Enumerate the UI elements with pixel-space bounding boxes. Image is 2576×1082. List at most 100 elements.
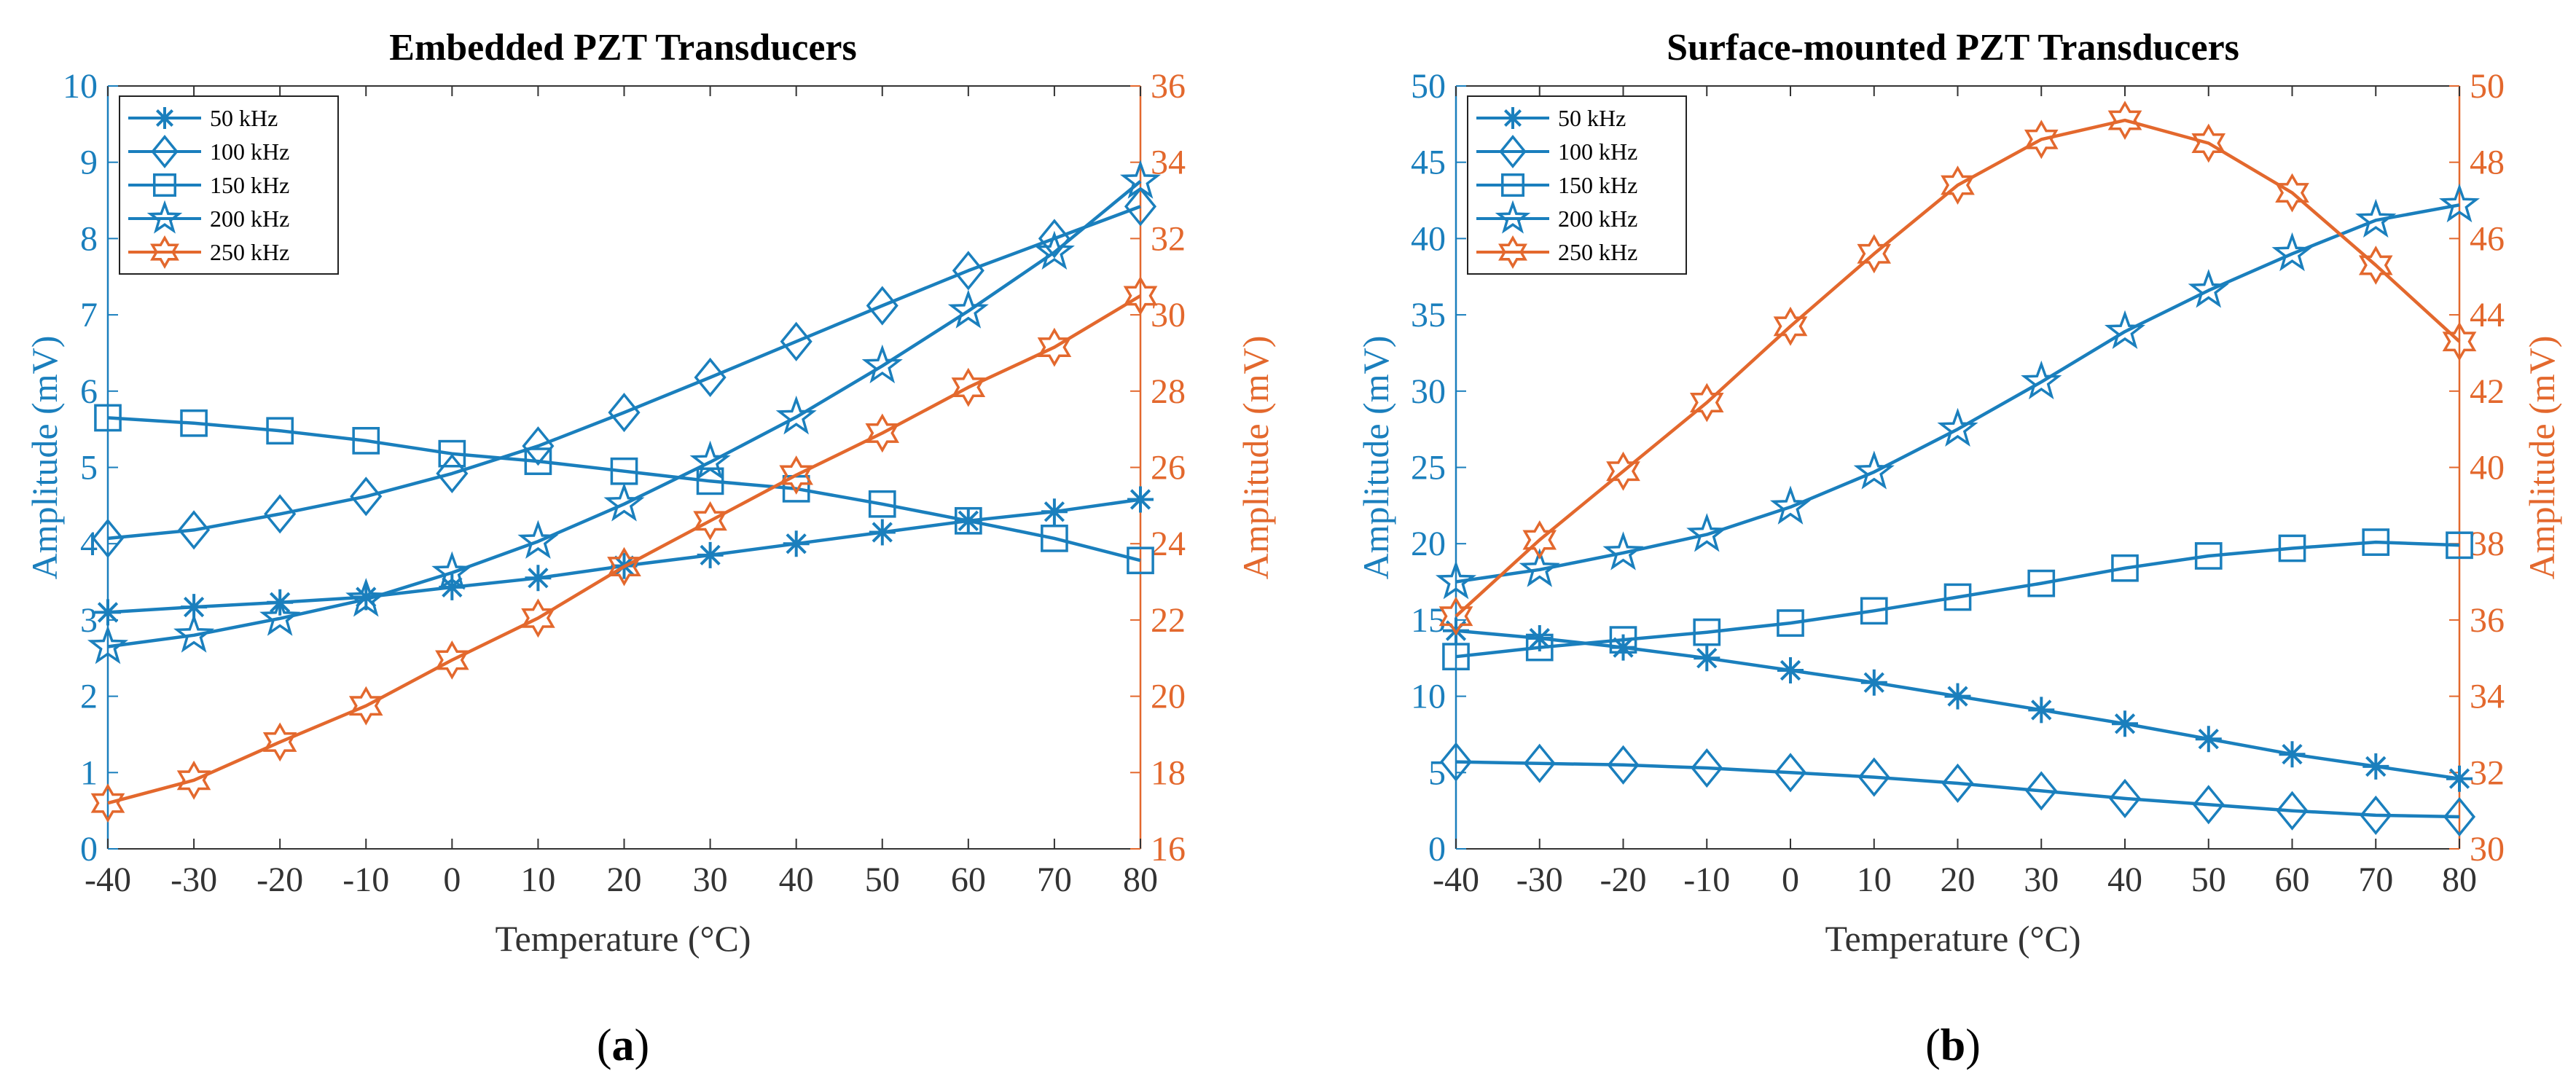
series-250-khz [1438, 101, 2477, 636]
marker-star [1033, 230, 1075, 270]
marker-star [259, 597, 301, 636]
y-tick-label-right: 34 [2470, 678, 2505, 716]
marker-star [1495, 200, 1531, 234]
x-tick-label: 0 [443, 860, 461, 899]
marker-square [524, 447, 552, 475]
marker-hexagram [1857, 234, 1892, 274]
x-tick-label: -10 [1683, 860, 1730, 899]
marker-diamond [780, 321, 813, 361]
marker-diamond [1499, 134, 1527, 169]
plot-area: -40 -30 -20 -10 0 10 20 30 40 50 60 70 8001234567891… [63, 67, 1186, 899]
marker-star [146, 200, 183, 234]
series-100-khz [91, 187, 1157, 558]
marker-star [603, 482, 645, 522]
marker-asterisk-lines [95, 599, 121, 626]
y-tick-label-left: 40 [1411, 219, 1446, 258]
marker-hexagram [1037, 327, 1072, 367]
x-tick-label: 50 [865, 860, 900, 899]
y-tick-label-right: 18 [1151, 753, 1186, 792]
y-tick-label-right: 48 [2470, 144, 2505, 182]
marker-star [2271, 232, 2313, 272]
marker-asterisk [2195, 726, 2222, 753]
marker-diamond [1774, 753, 1807, 793]
marker-star [1519, 548, 1560, 587]
marker-asterisk [2446, 765, 2473, 792]
marker-asterisk [1860, 669, 1887, 696]
chart-title: Surface-mounted PZT Transducers [1667, 27, 2239, 68]
marker-square [2278, 534, 2306, 562]
legend-label: 100 kHz [1558, 138, 1637, 165]
x-tick-label: 30 [2024, 860, 2059, 899]
marker-asterisk [1127, 486, 1154, 513]
y-tick-label-left: 50 [1411, 67, 1446, 106]
marker-hexagram [951, 367, 986, 407]
x-tick-label: 80 [1123, 860, 1158, 899]
marker-square [1777, 609, 1804, 637]
marker-star [689, 440, 731, 479]
marker-star [2104, 310, 2146, 350]
legend-label: 150 kHz [210, 172, 289, 198]
marker-asterisk-lines [181, 594, 208, 621]
series-line [107, 180, 1142, 648]
x-tick-label: 70 [1037, 860, 1072, 899]
marker-star [1769, 485, 1812, 525]
series-line [1455, 540, 2460, 659]
marker-asterisk [869, 519, 896, 546]
marker-square [954, 506, 982, 535]
x-tick-label: -10 [342, 860, 389, 899]
marker-diamond [1691, 748, 1723, 788]
x-tick-label: 80 [2442, 860, 2477, 899]
y-tick-label-right: 22 [1151, 601, 1186, 640]
x-tick-label: 40 [779, 860, 814, 899]
marker-star [1686, 513, 1728, 552]
marker-star [1435, 560, 1477, 600]
marker-hexagram [1498, 235, 1527, 270]
legend-label: 150 kHz [1558, 172, 1637, 198]
marker-diamond [2276, 791, 2309, 831]
x-tick-label: -30 [171, 860, 217, 899]
y-axis-label-left: Amplitude (mV) [24, 336, 65, 580]
marker-hexagram [1123, 275, 1158, 315]
y-tick-label-right: 16 [1151, 830, 1186, 869]
marker-asterisk [525, 565, 552, 592]
marker-square [2027, 569, 2056, 597]
marker-hexagram [1773, 306, 1808, 346]
x-tick-label: 60 [2275, 860, 2310, 899]
marker-hexagram [1606, 451, 1640, 491]
y-tick-label-right: 38 [2470, 525, 2505, 563]
marker-star [861, 344, 903, 384]
marker-asterisk-lines [1127, 486, 1154, 513]
y-tick-label-right: 46 [2470, 219, 2505, 258]
marker-star [2021, 360, 2062, 400]
marker-asterisk-lines [1502, 107, 1524, 129]
series-200-khz [1435, 183, 2481, 600]
marker-square [2111, 554, 2139, 582]
marker-diamond [1038, 219, 1070, 259]
marker-star [431, 551, 473, 590]
series-line [1455, 118, 2461, 618]
series-line [107, 205, 1141, 541]
series-100-khz [1439, 742, 2476, 837]
y-tick-label-left: 45 [1411, 144, 1446, 182]
series-line [107, 294, 1142, 805]
marker-asterisk-lines [2112, 710, 2138, 737]
series-50-khz [1443, 617, 2473, 792]
series-250-khz [90, 275, 1158, 823]
x-tick-label: -20 [1600, 860, 1647, 899]
marker-diamond [151, 134, 179, 169]
marker-square [266, 417, 294, 445]
x-tick-label: -30 [1516, 860, 1563, 899]
series-200-khz [87, 160, 1162, 665]
marker-star [947, 289, 989, 329]
marker-asterisk [439, 573, 466, 600]
marker-diamond [2192, 785, 2225, 825]
x-tick-label: 50 [2191, 860, 2226, 899]
marker-asterisk [353, 584, 380, 611]
x-tick-label: -40 [85, 860, 131, 899]
x-tick-label: 40 [2107, 860, 2142, 899]
chart-panel-b: Surface-mounted PZT Transducers -40 -30 -2… [1355, 27, 2562, 1070]
y-tick-label-right: 44 [2470, 296, 2505, 334]
x-tick-label: 0 [1782, 860, 1799, 899]
marker-asterisk [1526, 625, 1553, 651]
